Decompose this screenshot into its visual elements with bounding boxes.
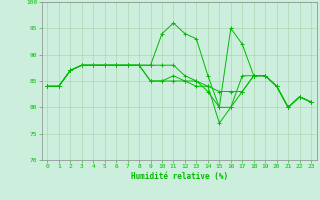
X-axis label: Humidité relative (%): Humidité relative (%) bbox=[131, 172, 228, 181]
